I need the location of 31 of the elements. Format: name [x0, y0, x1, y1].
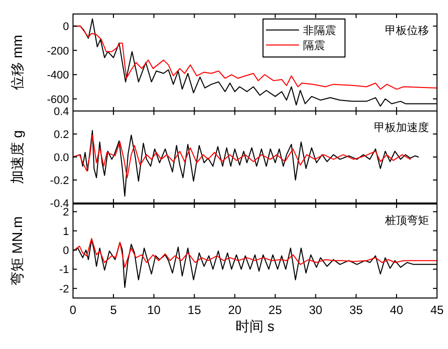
annotation: 桩顶弯矩	[384, 214, 429, 227]
x-tick-label: 25	[268, 303, 282, 317]
y-tick-label: -1	[59, 264, 69, 276]
y-axis-title: 弯矩 MN.m	[9, 216, 25, 286]
y-tick-label: 0.2	[54, 129, 69, 141]
annotation: 甲板位移	[385, 25, 429, 37]
x-tick-label: 35	[349, 303, 364, 317]
y-tick-label: 0.0	[54, 152, 69, 164]
x-tick-label: 15	[188, 303, 202, 317]
y-axis-title: 位移 mm	[9, 34, 25, 90]
annotation: 甲板加速度	[374, 121, 429, 134]
y-tick-label: -600	[46, 94, 69, 106]
legend-label: 非隔震	[303, 24, 336, 37]
x-tick-label: 30	[308, 303, 323, 317]
y-tick-label: 2	[62, 206, 69, 219]
x-axis-title: 时间 s	[236, 318, 274, 334]
y-axis-title: 加速度 g	[9, 130, 25, 184]
y-tick-label: 0.4	[54, 106, 69, 118]
y-tick-label: -0.2	[50, 175, 69, 187]
x-tick-label: 20	[228, 303, 242, 317]
x-tick-label: 10	[147, 303, 161, 317]
x-tick-label: 45	[430, 303, 444, 317]
y-tick-label: 0	[62, 245, 69, 258]
y-tick-label: -400	[46, 70, 69, 82]
legend-label: 隔震	[303, 40, 325, 52]
x-tick-label: 40	[390, 303, 404, 317]
x-tick-label: 5	[110, 303, 118, 317]
y-tick-label: 1	[62, 226, 69, 238]
y-tick-label: 0	[62, 21, 69, 34]
y-tick-label: -2	[59, 283, 69, 296]
y-tick-label: -200	[46, 45, 69, 58]
